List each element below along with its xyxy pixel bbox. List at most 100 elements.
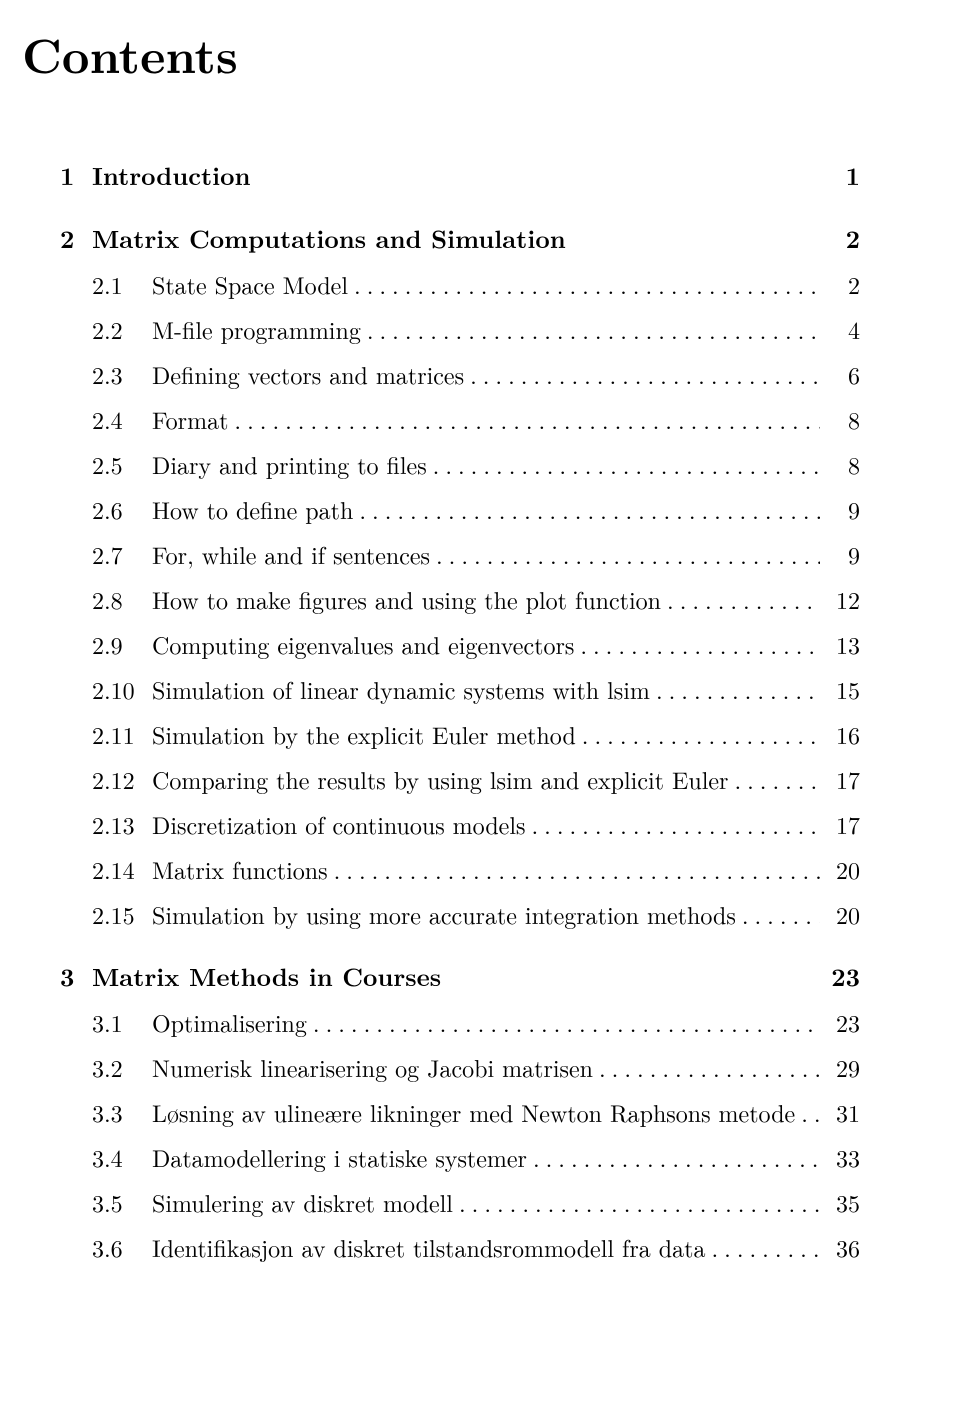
section-text-wrap: For, while and if sentences.............…	[152, 537, 820, 571]
section-text-wrap: Computing eigenvalues and eigenvectors..…	[152, 627, 820, 661]
section-page: 20	[828, 897, 860, 931]
toc-body: 1Introduction12Matrix Computations and S…	[92, 158, 860, 1264]
toc-section: 2.10Simulation of linear dynamic systems…	[92, 672, 860, 706]
chapter-label: Matrix Methods in Courses	[92, 959, 823, 994]
section-page: 29	[828, 1050, 860, 1084]
section-number: 3.6	[92, 1230, 152, 1264]
section-page: 15	[828, 672, 860, 706]
section-page: 2	[828, 267, 860, 301]
section-label: Datamodellering i statiske systemer	[152, 1140, 527, 1174]
section-page: 13	[828, 627, 860, 661]
toc-section: 2.11Simulation by the explicit Euler met…	[92, 717, 860, 751]
section-text-wrap: Simulering av diskret modell............…	[152, 1185, 820, 1219]
section-number: 3.2	[92, 1050, 152, 1084]
toc-section: 2.4Format...............................…	[92, 402, 860, 436]
section-number: 3.1	[92, 1005, 152, 1039]
chapter-page: 1	[846, 158, 860, 193]
toc-section: 2.14Matrix functions....................…	[92, 852, 860, 886]
section-label: Computing eigenvalues and eigenvectors	[152, 627, 574, 661]
section-page: 6	[828, 357, 860, 391]
section-text-wrap: Simulation by using more accurate integr…	[152, 897, 820, 931]
dot-leader: ........................................…	[734, 762, 820, 796]
section-number: 2.11	[92, 717, 152, 751]
section-text-wrap: Identifikasjon av diskret tilstandsrommo…	[152, 1230, 820, 1264]
dot-leader: ........................................…	[367, 312, 820, 346]
section-number: 2.7	[92, 537, 152, 571]
chapter-page: 23	[831, 959, 860, 994]
dot-leader: ........................................…	[531, 807, 820, 841]
section-label: Diary and printing to files	[152, 447, 427, 481]
section-number: 2.6	[92, 492, 152, 526]
section-page: 36	[828, 1230, 860, 1264]
section-label: For, while and if sentences	[152, 537, 430, 571]
section-label: How to define path	[152, 492, 353, 526]
section-number: 2.2	[92, 312, 152, 346]
toc-section: 2.8How to make figures and using the plo…	[92, 582, 860, 616]
section-label: Comparing the results by using lsim and …	[152, 762, 728, 796]
section-text-wrap: Comparing the results by using lsim and …	[152, 762, 820, 796]
toc-section: 2.15Simulation by using more accurate in…	[92, 897, 860, 931]
section-page: 16	[828, 717, 860, 751]
chapter-number: 2	[60, 221, 92, 256]
section-label: Numerisk linearisering og Jacobi matrise…	[152, 1050, 593, 1084]
chapter-number: 3	[60, 959, 92, 994]
section-label: Optimalisering	[152, 1005, 307, 1039]
toc-section: 3.1Optimalisering.......................…	[92, 1005, 860, 1039]
section-label: Simulation by the explicit Euler method	[152, 717, 576, 751]
section-page: 17	[828, 762, 860, 796]
section-number: 2.1	[92, 267, 152, 301]
section-page: 8	[828, 402, 860, 436]
chapter-number: 1	[60, 158, 92, 193]
dot-leader: ........................................…	[433, 447, 820, 481]
toc-section: 3.6Identifikasjon av diskret tilstandsro…	[92, 1230, 860, 1264]
dot-leader: ........................................…	[801, 1095, 820, 1129]
section-number: 2.8	[92, 582, 152, 616]
section-label: Defining vectors and matrices	[152, 357, 464, 391]
chapter-page: 2	[846, 221, 860, 256]
dot-leader: ........................................…	[656, 672, 820, 706]
section-number: 3.4	[92, 1140, 152, 1174]
section-number: 2.5	[92, 447, 152, 481]
chapter-label: Matrix Computations and Simulation	[92, 221, 838, 256]
section-text-wrap: How to make figures and using the plot f…	[152, 582, 820, 616]
section-text-wrap: Discretization of continuous models.....…	[152, 807, 820, 841]
section-page: 20	[828, 852, 860, 886]
section-page: 31	[828, 1095, 860, 1129]
section-text-wrap: M-file programming......................…	[152, 312, 820, 346]
toc-section: 3.5Simulering av diskret modell.........…	[92, 1185, 860, 1219]
section-label: How to make figures and using the plot f…	[152, 582, 661, 616]
toc-chapter: 1Introduction1	[60, 158, 860, 193]
dot-leader: ........................................…	[533, 1140, 820, 1174]
dot-leader: ........................................…	[234, 402, 820, 436]
section-label: Discretization of continuous models	[152, 807, 525, 841]
toc-title: Contents	[22, 20, 860, 88]
section-number: 2.3	[92, 357, 152, 391]
section-label: Simulering av diskret modell	[152, 1185, 453, 1219]
section-page: 4	[828, 312, 860, 346]
dot-leader: ........................................…	[334, 852, 820, 886]
toc-section: 2.12Comparing the results by using lsim …	[92, 762, 860, 796]
toc-chapter: 3Matrix Methods in Courses23	[60, 959, 860, 994]
section-page: 8	[828, 447, 860, 481]
section-page: 17	[828, 807, 860, 841]
section-page: 23	[828, 1005, 860, 1039]
section-page: 33	[828, 1140, 860, 1174]
section-page: 35	[828, 1185, 860, 1219]
toc-section: 2.13Discretization of continuous models.…	[92, 807, 860, 841]
section-label: Simulation of linear dynamic systems wit…	[152, 672, 650, 706]
dot-leader: ........................................…	[599, 1050, 820, 1084]
dot-leader: ........................................…	[354, 267, 820, 301]
section-label: State Space Model	[152, 267, 348, 301]
section-label: Format	[152, 402, 228, 436]
section-number: 2.9	[92, 627, 152, 661]
dot-leader: ........................................…	[580, 627, 820, 661]
dot-leader: ........................................…	[359, 492, 820, 526]
toc-page: Contents 1Introduction12Matrix Computati…	[0, 0, 960, 1420]
section-text-wrap: Numerisk linearisering og Jacobi matrise…	[152, 1050, 820, 1084]
toc-section: 2.7For, while and if sentences..........…	[92, 537, 860, 571]
toc-section: 2.5Diary and printing to files..........…	[92, 447, 860, 481]
section-text-wrap: Simulation by the explicit Euler method.…	[152, 717, 820, 751]
toc-section: 3.3Løsning av ulineære likninger med New…	[92, 1095, 860, 1129]
section-label: Løsning av ulineære likninger med Newton…	[152, 1095, 795, 1129]
section-number: 2.15	[92, 897, 152, 931]
